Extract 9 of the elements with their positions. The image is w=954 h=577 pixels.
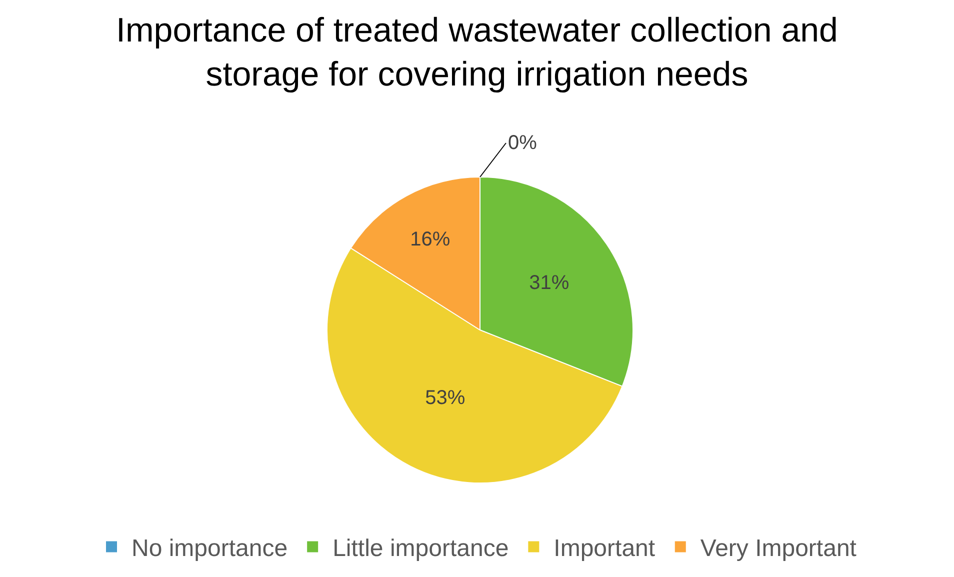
legend-label: Important bbox=[554, 535, 656, 562]
legend-label: Little importance bbox=[332, 535, 509, 562]
data-label: 31% bbox=[529, 272, 570, 294]
text: 0% bbox=[508, 132, 537, 154]
data-label: 16% bbox=[410, 228, 450, 251]
data-label: 53% bbox=[425, 387, 466, 410]
chart-title: Importance of treated wastewater collection and storage for covering irrigation needs bbox=[116, 12, 838, 94]
legend-label: No importance bbox=[132, 535, 288, 562]
legend-label: Very Important bbox=[700, 535, 857, 562]
